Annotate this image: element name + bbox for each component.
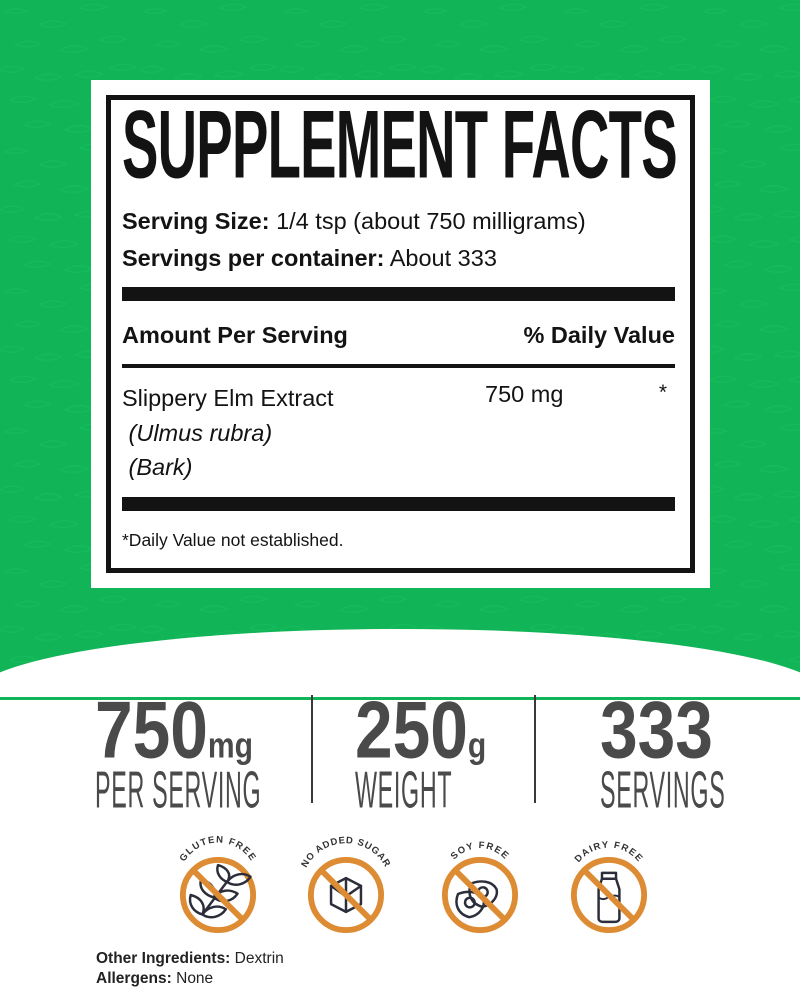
- svg-text:NO ADDED SUGAR: NO ADDED SUGAR: [299, 835, 392, 869]
